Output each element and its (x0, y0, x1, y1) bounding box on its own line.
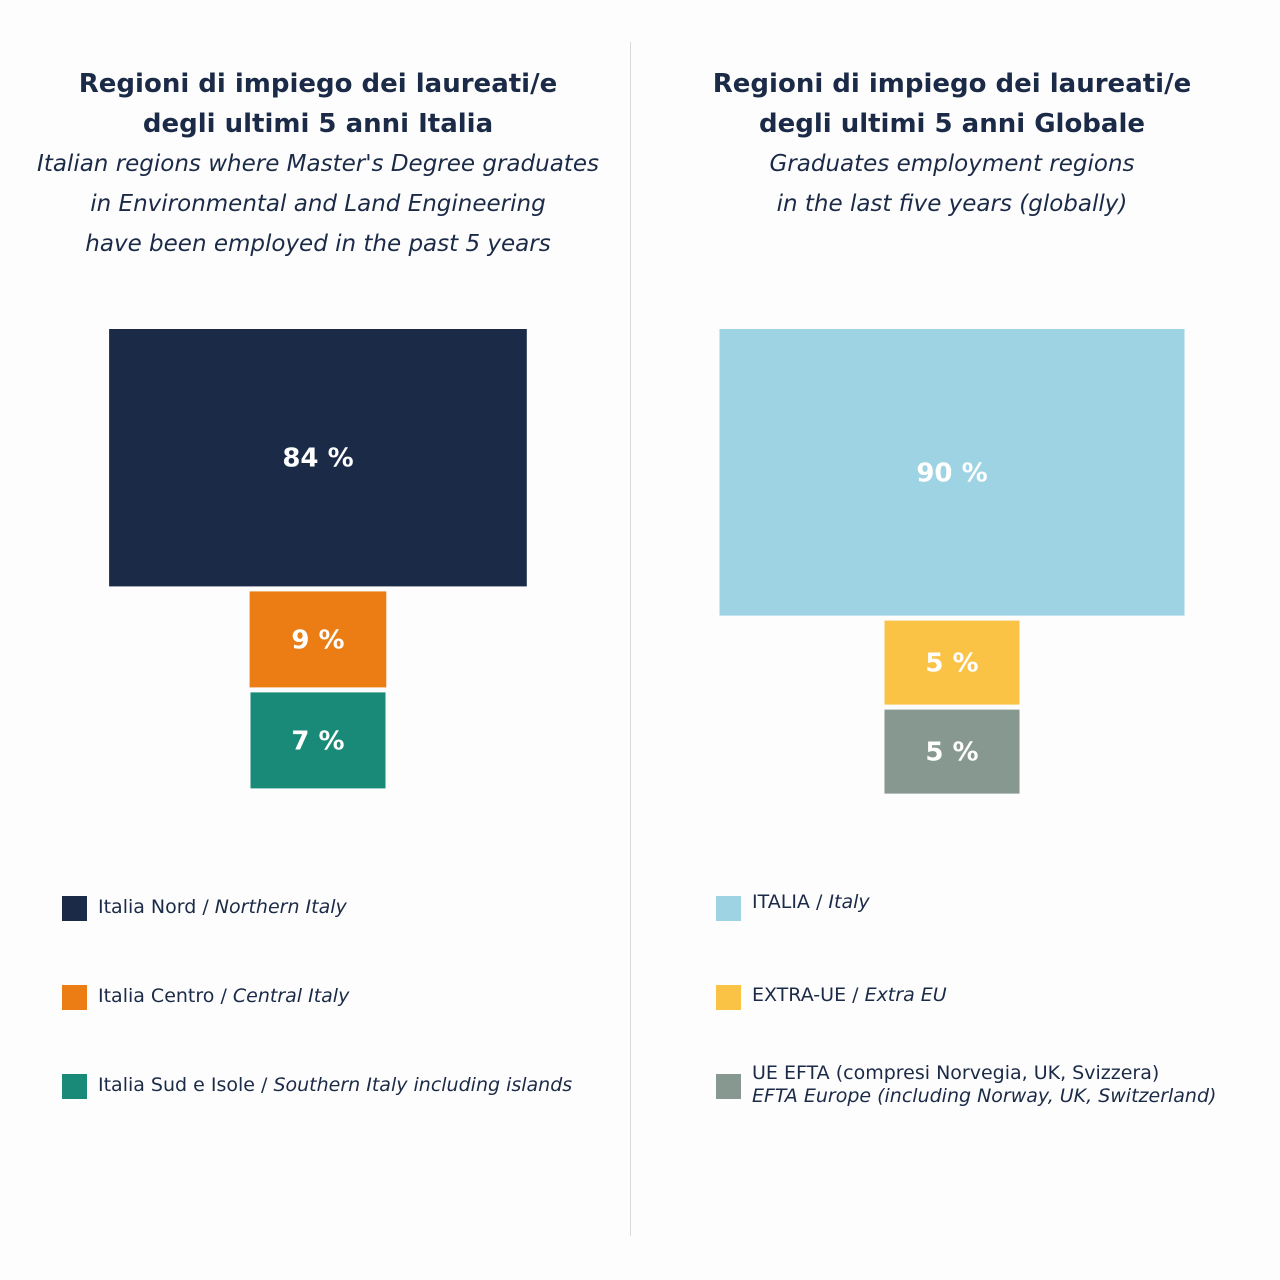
funnel-segment-italia-italy: 90 % (719, 329, 1185, 616)
data-label: 5 % (925, 649, 978, 679)
legend-label: Italia Sud e Isole / Southern Italy incl… (98, 1074, 573, 1096)
legend-swatch (62, 896, 87, 921)
title-line: degli ultimi 5 anni Italia (142, 109, 494, 139)
funnel-bar (719, 329, 1185, 616)
global-funnel-chart: 90 % 5 % 5 % (719, 329, 1185, 794)
funnel-bar (249, 591, 387, 688)
title-line: Regioni di impiego dei laureati/e (712, 69, 1192, 99)
funnel-bar (250, 692, 386, 789)
chart-title: Regioni di impiego dei laureati/e degli … (642, 64, 1262, 144)
subtitle-line: in the last five years (globally) (776, 191, 1128, 217)
legend-label: UE EFTA (compresi Norvegia, UK, Svizzera… (752, 1062, 1217, 1107)
legend-swatch (716, 896, 741, 921)
italy-funnel-chart: 84 % 9 % 7 % (109, 329, 527, 789)
data-label: 5 % (925, 738, 978, 768)
data-label: 7 % (291, 726, 344, 756)
legend-label: Italia Centro / Central Italy (98, 985, 350, 1007)
panel-divider (630, 42, 631, 1236)
chart-subtitle: Graduates employment regions in the last… (642, 144, 1262, 224)
subtitle-line: have been employed in the past 5 years (85, 231, 551, 257)
chart-subtitle: Italian regions where Master's Degree gr… (8, 144, 628, 264)
chart-title: Regioni di impiego dei laureati/e degli … (8, 64, 628, 144)
legend-label: ITALIA / Italy (752, 891, 870, 913)
subtitle-line: in Environmental and Land Engineering (90, 191, 546, 217)
funnel-bar (109, 329, 527, 587)
legend-swatch (716, 985, 741, 1010)
funnel-bar (884, 709, 1020, 794)
funnel-segment-extra-ue-extra-eu: 5 % (884, 620, 1020, 705)
funnel-bar (884, 620, 1020, 705)
legend-label: EXTRA-UE / Extra EU (752, 984, 947, 1006)
global-panel: Regioni di impiego dei laureati/e degli … (642, 0, 1262, 1280)
legend-swatch (716, 1074, 741, 1099)
funnel-segment-italia-sud-e-isole-south: 7 % (250, 692, 386, 789)
subtitle-line: Graduates employment regions (769, 151, 1135, 177)
legend-label: Italia Nord / Northern Italy (98, 896, 347, 918)
legend-swatch (62, 1074, 87, 1099)
funnel-segment-italia-centro-central-it: 9 % (249, 591, 387, 688)
title-line: degli ultimi 5 anni Globale (758, 109, 1146, 139)
legend-swatch (62, 985, 87, 1010)
title-line: Regioni di impiego dei laureati/e (78, 69, 558, 99)
italy-panel: Regioni di impiego dei laureati/e degli … (8, 0, 628, 1280)
data-label: 84 % (282, 444, 353, 474)
data-label: 90 % (916, 458, 987, 488)
data-label: 9 % (291, 625, 344, 655)
funnel-segment-italia-nord-northern-ita: 84 % (109, 329, 527, 587)
funnel-segment-ue-efta-compresi-norvegi: 5 % (884, 709, 1020, 794)
subtitle-line: Italian regions where Master's Degree gr… (37, 151, 599, 177)
